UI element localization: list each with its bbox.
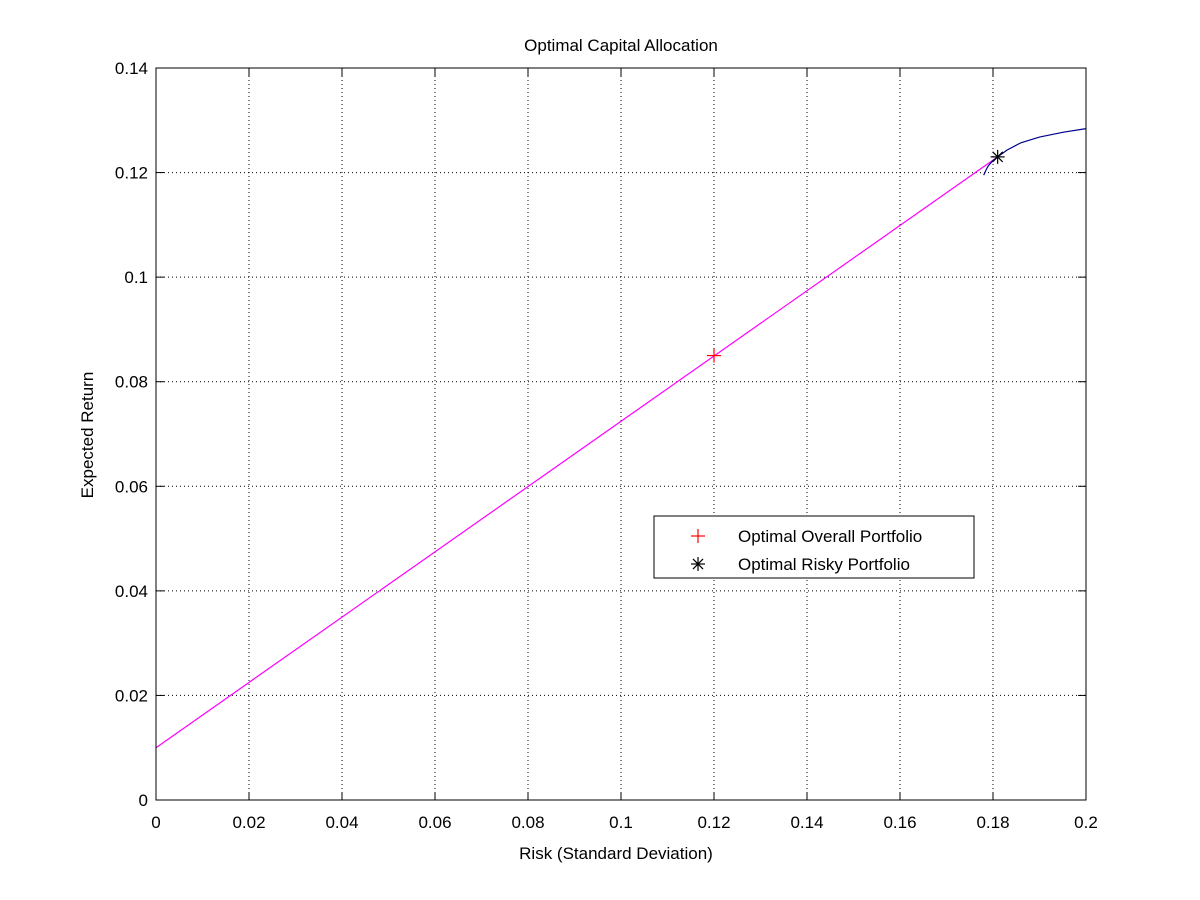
legend-marker xyxy=(691,557,705,571)
legend-marker xyxy=(691,529,705,543)
x-tick-labels: 0 0.02 0.04 0.06 0.08 0.1 0.12 0.14 0.16 0.18 0.2 xyxy=(151,813,1098,832)
x-tick-label: 0.1 xyxy=(609,813,633,832)
efficient-frontier-line xyxy=(983,128,1087,176)
x-tick-label: 0.2 xyxy=(1074,813,1098,832)
legend-label: Optimal Overall Portfolio xyxy=(738,527,922,546)
plot-area xyxy=(156,68,1086,800)
y-tick-label: 0.04 xyxy=(115,582,148,601)
legend: Optimal Overall Portfolio Optimal Risky P… xyxy=(653,515,975,579)
legend-item-overall: Optimal Overall Portfolio xyxy=(691,527,922,546)
y-tick-label: 0.12 xyxy=(115,164,148,183)
x-tick-label: 0.18 xyxy=(976,813,1009,832)
ticks xyxy=(155,67,1087,801)
x-tick-label: 0.14 xyxy=(790,813,823,832)
markers xyxy=(707,149,1005,363)
x-tick-label: 0.06 xyxy=(418,813,451,832)
x-tick-label: 0 xyxy=(151,813,160,832)
legend-item-risky: Optimal Risky Portfolio xyxy=(691,555,910,574)
capital-allocation-line xyxy=(155,156,998,749)
y-tick-label: 0.14 xyxy=(115,59,148,78)
x-tick-label: 0.04 xyxy=(325,813,358,832)
y-tick-label: 0.06 xyxy=(115,477,148,496)
x-tick-label: 0.02 xyxy=(232,813,265,832)
x-axis-title: Risk (Standard Deviation) xyxy=(519,844,713,863)
y-tick-label: 0.02 xyxy=(115,686,148,705)
optimal-risky-portfolio-marker xyxy=(990,149,1005,164)
y-tick-label: 0.1 xyxy=(124,268,148,287)
x-tick-label: 0.12 xyxy=(697,813,730,832)
legend-entries: Optimal Overall Portfolio Optimal Risky P… xyxy=(691,527,922,574)
y-axis-title: Expected Return xyxy=(78,372,97,499)
x-tick-label: 0.16 xyxy=(883,813,916,832)
legend-box xyxy=(653,515,975,579)
grid xyxy=(156,68,1086,800)
y-tick-labels: 0 0.02 0.04 0.06 0.08 0.1 0.12 0.14 xyxy=(115,59,148,810)
legend-label: Optimal Risky Portfolio xyxy=(738,555,910,574)
x-tick-label: 0.08 xyxy=(511,813,544,832)
y-tick-label: 0 xyxy=(139,791,148,810)
series xyxy=(155,128,1087,749)
y-tick-label: 0.08 xyxy=(115,373,148,392)
chart-title: Optimal Capital Allocation xyxy=(524,36,718,55)
optimal-overall-portfolio-marker xyxy=(707,348,721,363)
